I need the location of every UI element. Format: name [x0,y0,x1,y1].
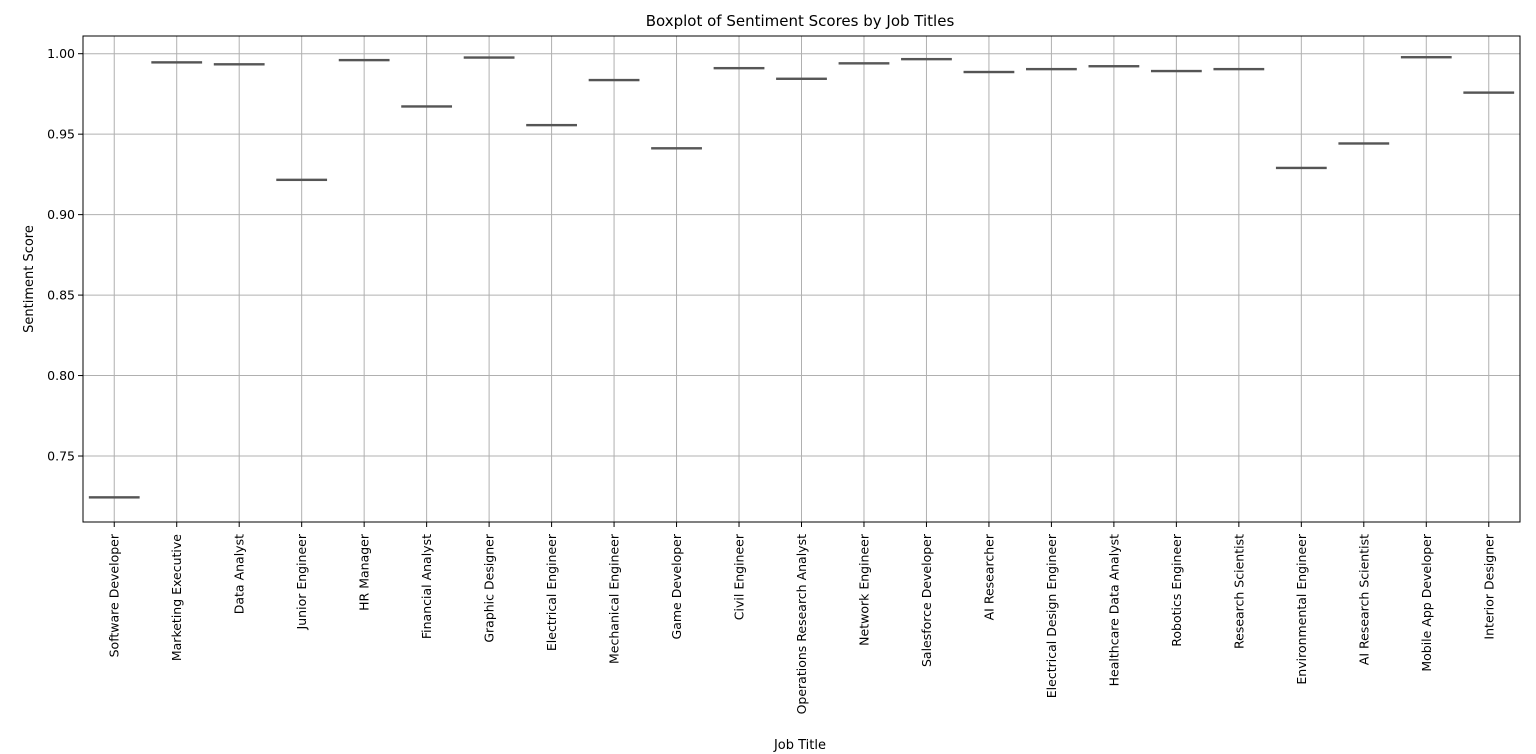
x-tick-label: Mobile App Developer [1419,533,1434,672]
y-tick-label: 0.90 [47,207,75,222]
y-axis-label: Sentiment Score [22,225,37,333]
x-tick-label: Operations Research Analyst [794,534,809,715]
x-tick-label: Civil Engineer [732,533,747,620]
x-tick-label: Junior Engineer [294,533,309,630]
x-tick-label: Salesforce Developer [919,533,934,667]
x-tick-label: Robotics Engineer [1169,533,1184,647]
x-tick-label: Data Analyst [232,534,247,614]
x-tick-label: Software Developer [107,533,122,657]
y-tick-label: 1.00 [47,46,75,61]
x-axis-label: Job Title [773,738,826,753]
grid-lines [83,36,1520,522]
y-tick-label: 0.75 [47,449,75,464]
x-tick-label: Research Scientist [1231,534,1246,649]
y-tick-label: 0.80 [47,368,75,383]
x-axis-ticks: Software Developer Marketing Executive Dat… [107,522,1496,715]
chart-title: Boxplot of Sentiment Scores by Job Title… [646,12,955,30]
x-tick-label: Electrical Design Engineer [1044,533,1059,698]
x-tick-label: Graphic Designer [482,533,497,643]
x-tick-label: Network Engineer [856,533,871,646]
y-axis-ticks: 0.75 0.80 0.85 0.90 0.95 1.00 [47,46,83,464]
y-tick-label: 0.85 [47,288,75,303]
x-tick-label: Mechanical Engineer [607,533,622,664]
x-tick-label: Environmental Engineer [1294,533,1309,684]
x-tick-label: Game Developer [669,533,684,639]
x-tick-label: Marketing Executive [169,534,184,661]
x-tick-label: AI Researcher [981,533,996,620]
x-tick-label: Healthcare Data Analyst [1106,534,1121,686]
x-tick-label: Interior Designer [1481,533,1496,639]
x-tick-label: AI Research Scientist [1356,534,1371,665]
x-tick-label: Electrical Engineer [544,533,559,651]
boxes [88,56,1515,499]
y-tick-label: 0.95 [47,127,75,142]
x-tick-label: HR Manager [357,533,372,611]
x-tick-label: Financial Analyst [419,534,434,639]
